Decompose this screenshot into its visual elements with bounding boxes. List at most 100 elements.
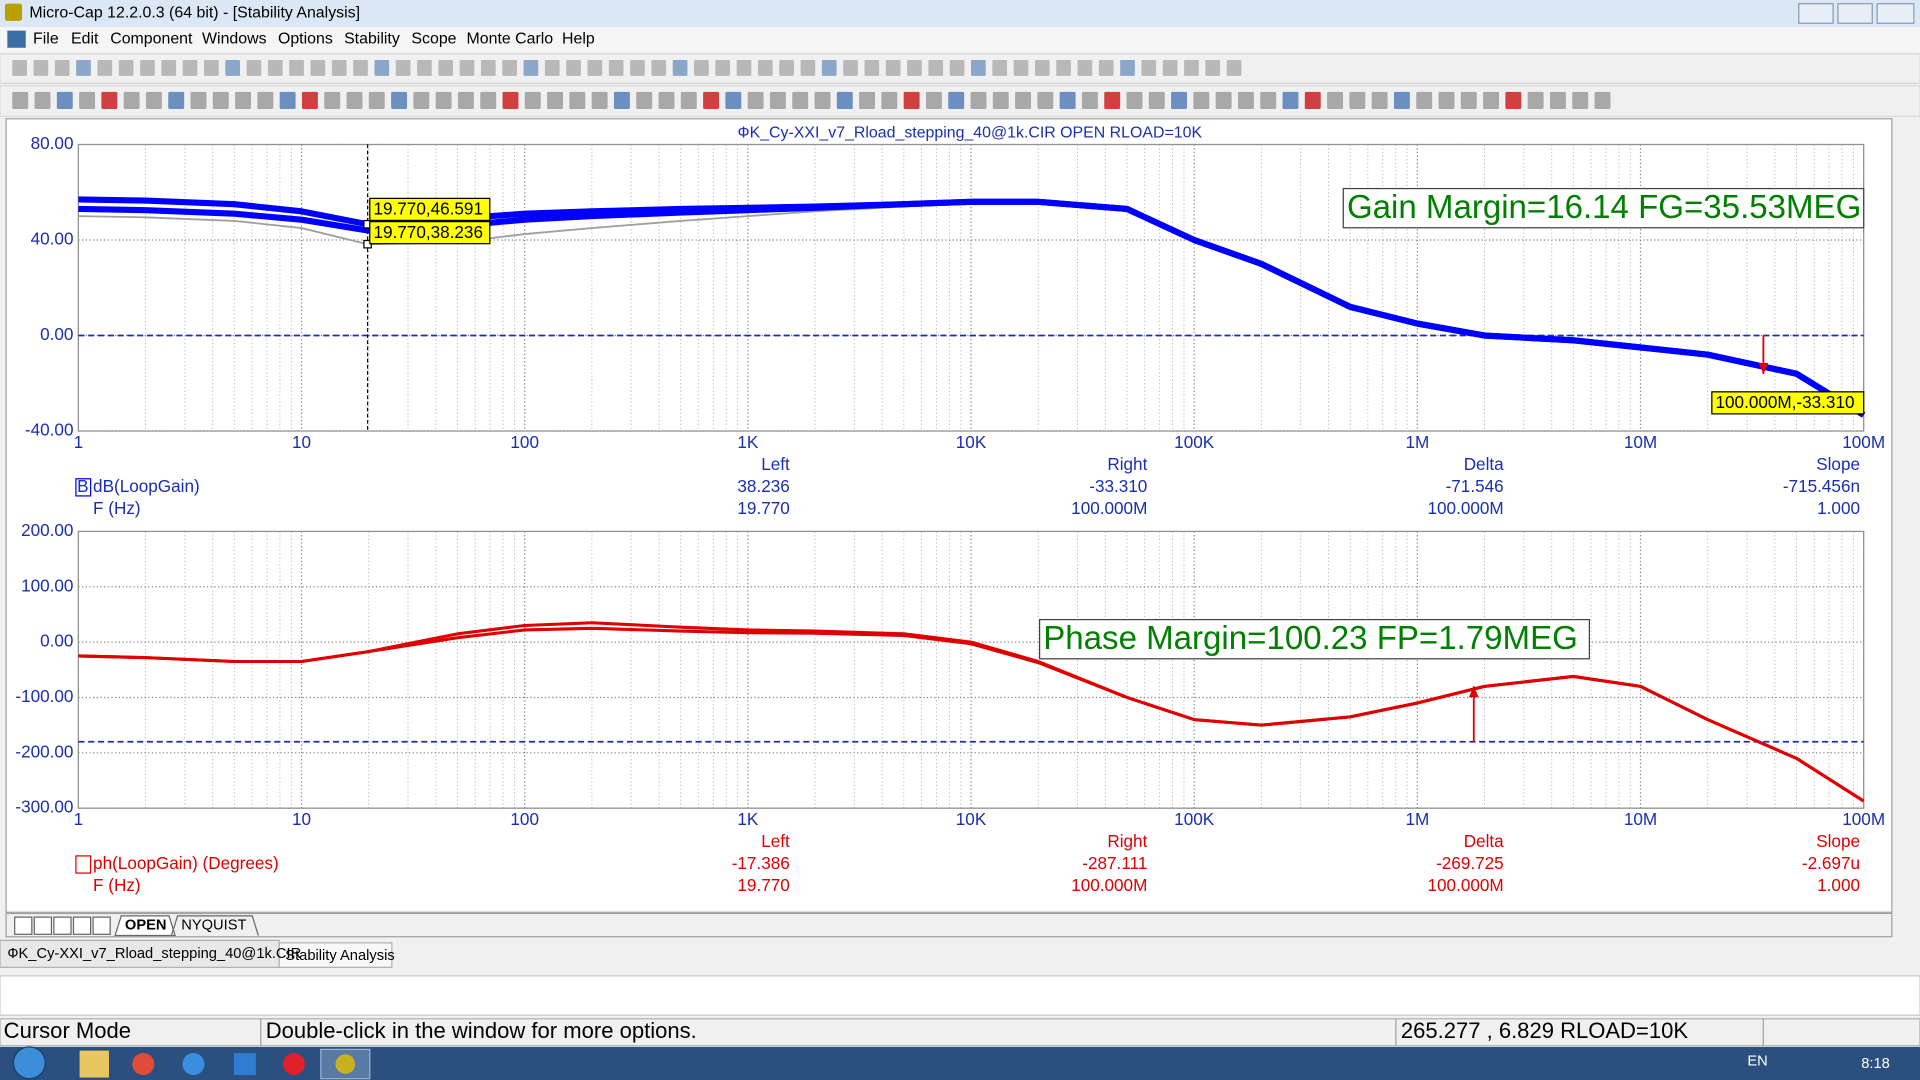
doc-tab-label[interactable]: ФK_Cy-XXI_v7_Rload_stepping_40@1k.CIR: [7, 946, 301, 962]
toolbar-button[interactable]: [391, 91, 408, 109]
toolbar-button[interactable]: [1549, 91, 1566, 109]
plot-tab-label[interactable]: OPEN: [125, 918, 167, 934]
toolbar-button[interactable]: [212, 91, 229, 109]
menu-item[interactable]: Options: [278, 30, 333, 47]
toolbar-button[interactable]: [903, 91, 920, 109]
toolbar-button[interactable]: [353, 60, 368, 76]
toolbar-button[interactable]: [457, 91, 474, 109]
toolbar-button[interactable]: [769, 91, 786, 109]
taskbar-app[interactable]: [282, 1053, 305, 1076]
toolbar-button[interactable]: [1037, 91, 1054, 109]
menu-item[interactable]: Monte Carlo: [467, 30, 554, 47]
toolbar-button[interactable]: [608, 60, 624, 76]
toolbar-button[interactable]: [1184, 60, 1199, 76]
toolbar-button[interactable]: [1081, 91, 1098, 109]
toolbar-button[interactable]: [859, 91, 876, 109]
toolbar-button[interactable]: [725, 91, 742, 109]
toolbar-button[interactable]: [1282, 91, 1299, 109]
nav-button[interactable]: [33, 916, 53, 935]
toolbar-button[interactable]: [395, 60, 411, 76]
plot-tab[interactable]: [170, 915, 259, 936]
toolbar-button[interactable]: [1034, 60, 1050, 76]
toolbar-button[interactable]: [1226, 60, 1242, 76]
toolbar-button[interactable]: [747, 91, 764, 109]
toolbar-button[interactable]: [970, 91, 987, 109]
toolbar-button[interactable]: [885, 60, 901, 76]
toolbar-button[interactable]: [992, 91, 1009, 109]
toolbar-button[interactable]: [1126, 91, 1143, 109]
toolbar-button[interactable]: [480, 91, 497, 109]
toolbar-button[interactable]: [843, 60, 858, 76]
menu-item[interactable]: Help: [562, 30, 595, 47]
toolbar-button[interactable]: [279, 91, 296, 109]
toolbar-button[interactable]: [1505, 91, 1522, 109]
toolbar-button[interactable]: [680, 91, 697, 109]
toolbar-button[interactable]: [1527, 91, 1544, 109]
maximize-button[interactable]: [1837, 3, 1873, 24]
toolbar-button[interactable]: [331, 60, 347, 76]
toolbar-button[interactable]: [800, 60, 816, 76]
toolbar-button[interactable]: [1438, 91, 1455, 109]
toolbar-button[interactable]: [79, 91, 96, 109]
toolbar-button[interactable]: [821, 60, 837, 76]
toolbar-button[interactable]: [792, 91, 809, 109]
toolbar-button[interactable]: [190, 91, 207, 109]
nav-button[interactable]: [14, 916, 33, 935]
toolbar-button[interactable]: [703, 91, 720, 109]
nav-button[interactable]: [72, 916, 92, 935]
start-button[interactable]: [12, 1046, 46, 1080]
toolbar-button[interactable]: [1104, 91, 1121, 109]
toolbar-button[interactable]: [1120, 60, 1135, 76]
toolbar-button[interactable]: [1015, 91, 1032, 109]
toolbar-button[interactable]: [1237, 91, 1254, 109]
taskbar-app[interactable]: [132, 1053, 155, 1076]
toolbar-button[interactable]: [992, 60, 1008, 76]
toolbar-button[interactable]: [1162, 60, 1178, 76]
toolbar-button[interactable]: [694, 60, 709, 76]
toolbar-button[interactable]: [417, 60, 432, 76]
toolbar-button[interactable]: [814, 91, 831, 109]
menu-item[interactable]: Edit: [71, 30, 99, 47]
toolbar-button[interactable]: [1077, 60, 1093, 76]
toolbar-button[interactable]: [1171, 91, 1188, 109]
toolbar-button[interactable]: [301, 91, 318, 109]
toolbar-button[interactable]: [1193, 91, 1210, 109]
doc-tab-label[interactable]: Stability Analysis: [285, 948, 394, 964]
taskbar-app[interactable]: [182, 1053, 205, 1076]
toolbar-button[interactable]: [267, 60, 283, 76]
toolbar-button[interactable]: [145, 91, 162, 109]
toolbar-button[interactable]: [168, 91, 185, 109]
minimize-button[interactable]: [1798, 3, 1834, 24]
toolbar-button[interactable]: [971, 60, 986, 76]
toolbar-button[interactable]: [544, 60, 560, 76]
toolbar-button[interactable]: [836, 91, 853, 109]
toolbar-button[interactable]: [161, 60, 177, 76]
toolbar-button[interactable]: [182, 60, 198, 76]
toolbar-button[interactable]: [1371, 91, 1388, 109]
doc-tab[interactable]: [278, 942, 393, 968]
toolbar-button[interactable]: [1304, 91, 1321, 109]
toolbar-button[interactable]: [324, 91, 341, 109]
toolbar-button[interactable]: [949, 60, 965, 76]
toolbar-button[interactable]: [33, 60, 49, 76]
toolbar-button[interactable]: [204, 60, 219, 76]
menu-item[interactable]: Component: [110, 30, 193, 47]
toolbar-button[interactable]: [925, 91, 942, 109]
toolbar-button[interactable]: [1013, 60, 1029, 76]
toolbar-button[interactable]: [651, 60, 667, 76]
toolbar-button[interactable]: [613, 91, 630, 109]
toolbar-button[interactable]: [480, 60, 496, 76]
toolbar-button[interactable]: [523, 60, 539, 76]
toolbar-button[interactable]: [34, 91, 51, 109]
nav-button[interactable]: [53, 916, 72, 935]
toolbar-button[interactable]: [672, 60, 688, 76]
toolbar-button[interactable]: [569, 91, 586, 109]
toolbar-button[interactable]: [1327, 91, 1344, 109]
close-button[interactable]: [1876, 3, 1915, 24]
toolbar-button[interactable]: [1148, 91, 1165, 109]
toolbar-button[interactable]: [779, 60, 794, 76]
toolbar-button[interactable]: [1098, 60, 1114, 76]
toolbar-button[interactable]: [907, 60, 922, 76]
toolbar-button[interactable]: [56, 91, 73, 109]
toolbar-button[interactable]: [1393, 91, 1410, 109]
